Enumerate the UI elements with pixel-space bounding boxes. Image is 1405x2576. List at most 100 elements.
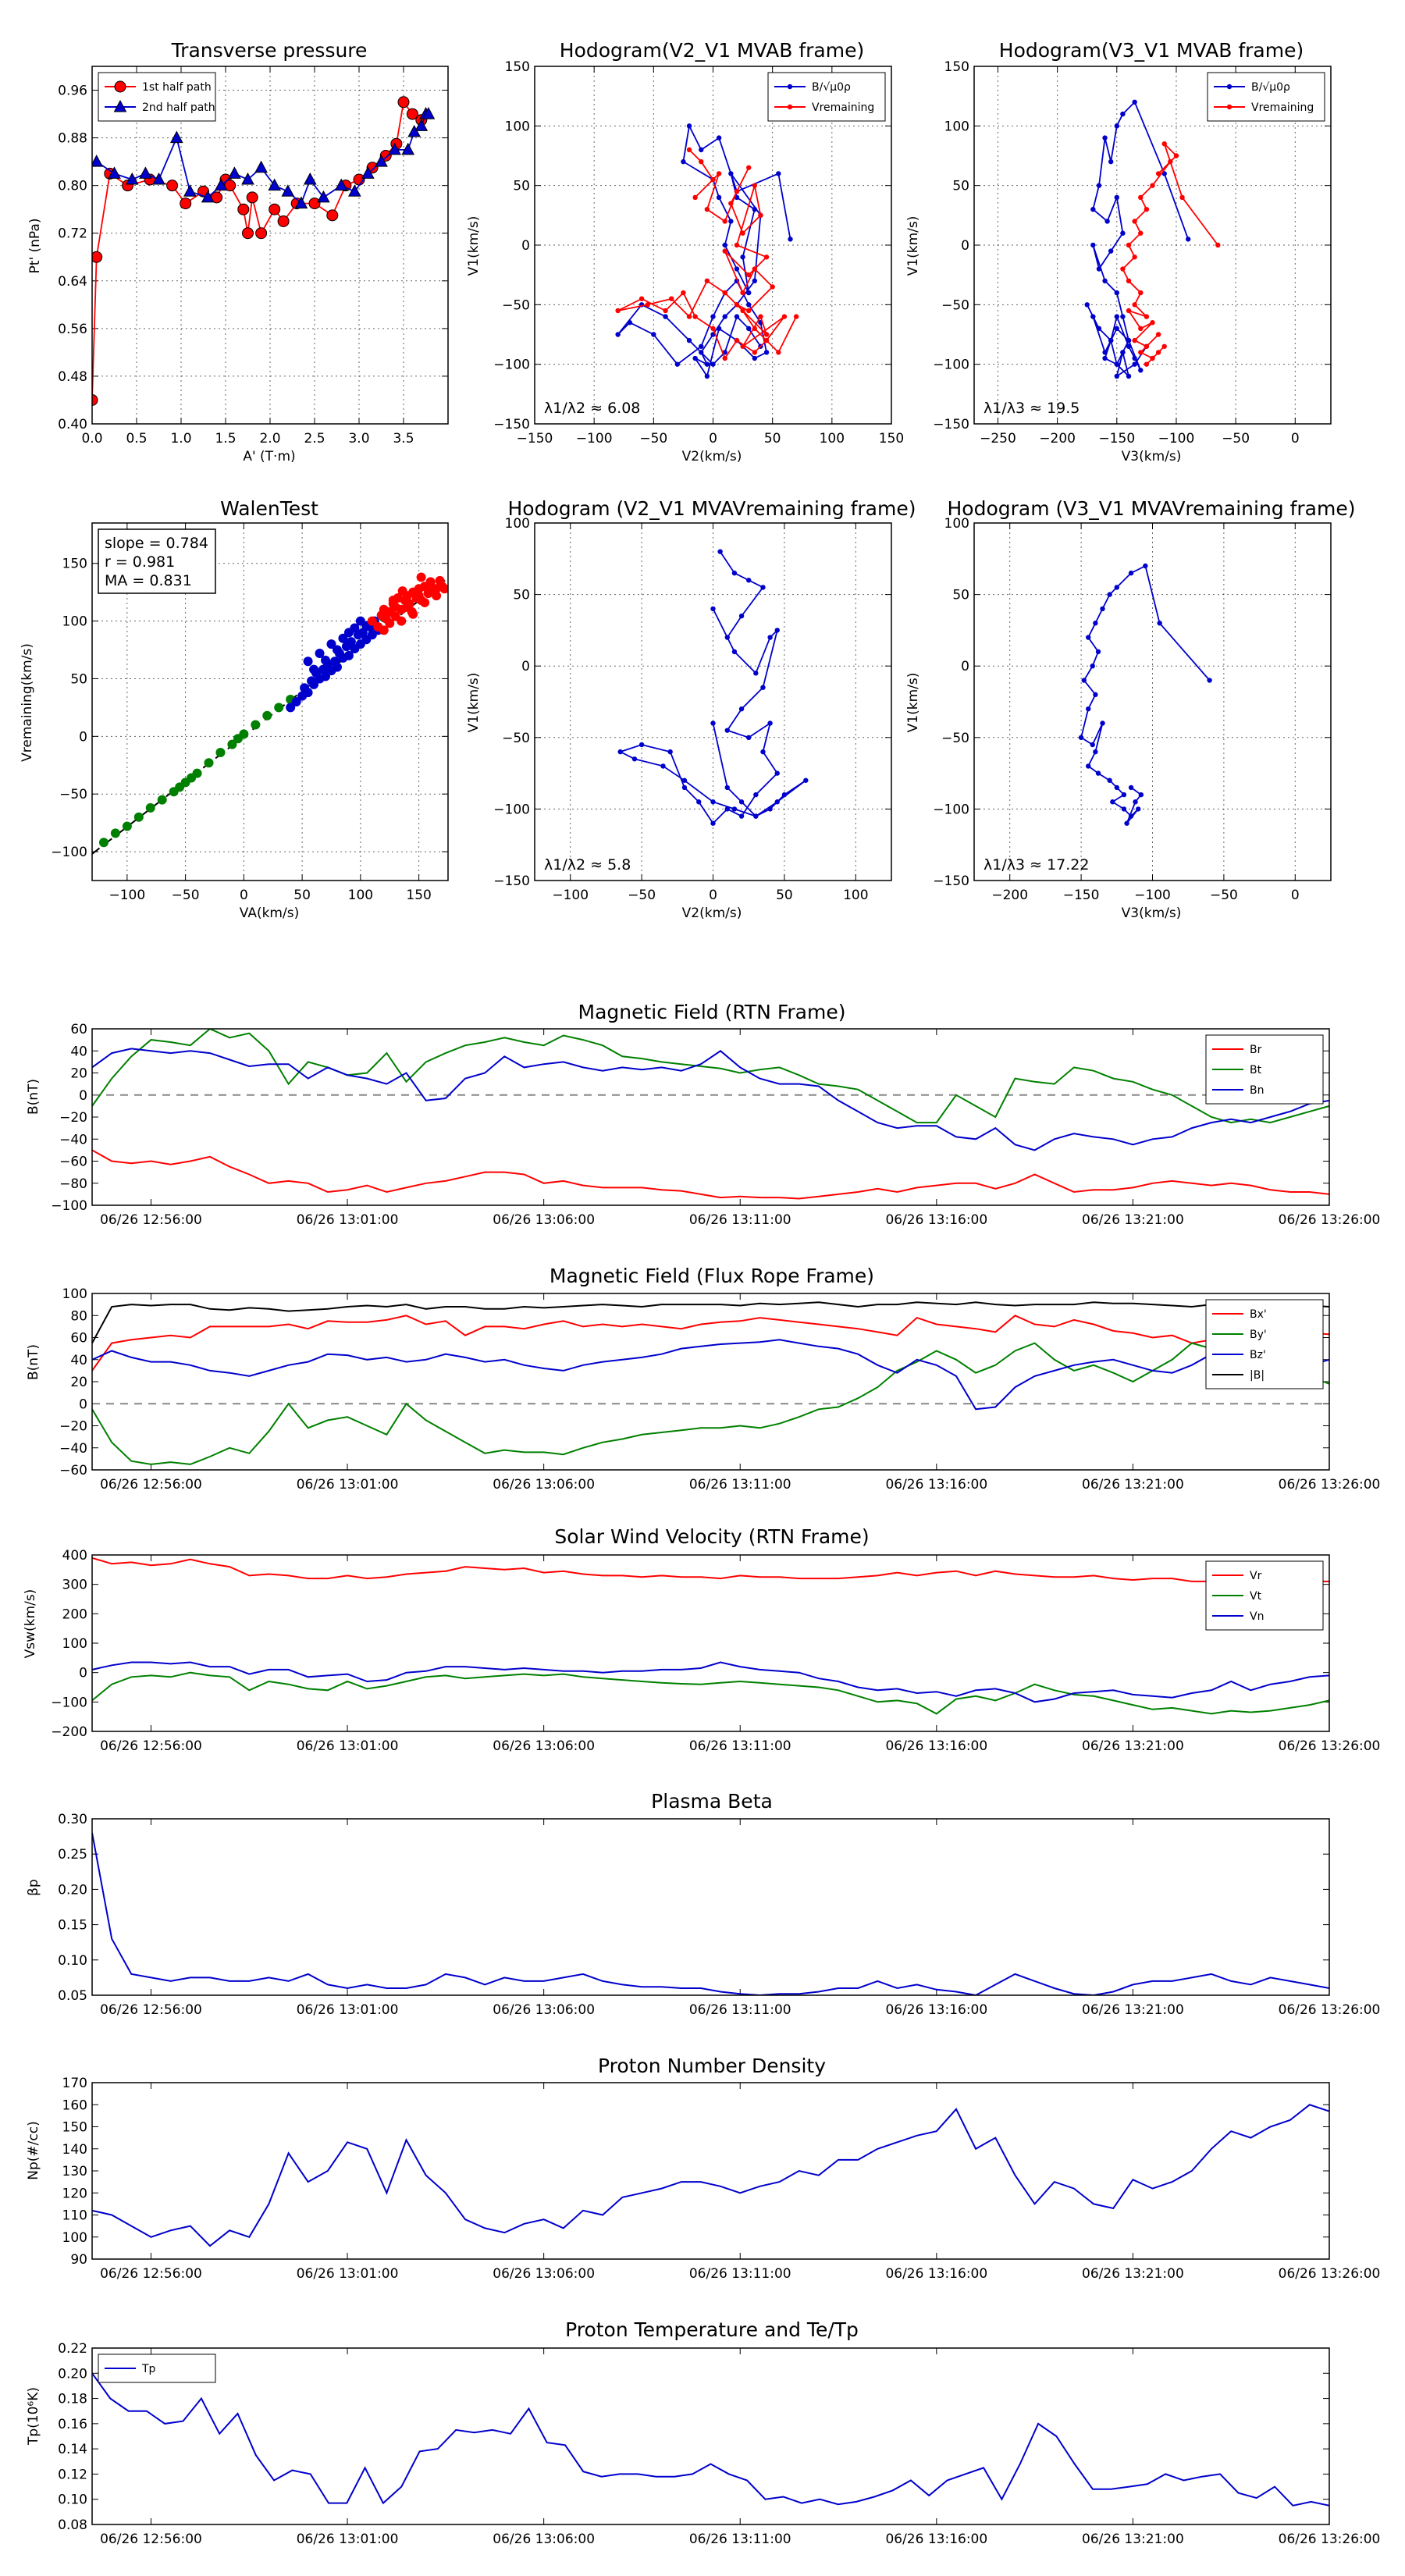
data-point xyxy=(1095,770,1101,776)
y-tick-label: 80 xyxy=(70,1308,87,1324)
data-point xyxy=(651,332,656,337)
data-marks xyxy=(92,1029,1329,1200)
data-point xyxy=(738,613,745,619)
data-point xyxy=(326,209,339,222)
data-point xyxy=(1155,350,1161,355)
x-tick-label: 06/26 13:01:00 xyxy=(297,2002,399,2018)
legend-label: Bz' xyxy=(1250,1349,1266,1361)
x-tick-label: 2.5 xyxy=(304,431,325,447)
data-point xyxy=(1150,320,1155,326)
title-walen-test: WalenTest xyxy=(220,497,318,520)
data-point xyxy=(631,756,638,762)
xlabel-transverse-pressure: A' (T·m) xyxy=(243,449,295,464)
data-point xyxy=(724,806,730,812)
y-tick-label: 0.88 xyxy=(58,131,87,147)
x-tick-label: 06/26 12:56:00 xyxy=(100,2266,202,2282)
data-point xyxy=(752,350,758,355)
data-point xyxy=(1090,242,1096,248)
title-hodogram-v3-v1-mvav: Hodogram (V3_V1 MVAVremaining frame) xyxy=(948,497,1356,520)
series-line-Bn xyxy=(92,1048,1329,1151)
scatter-point xyxy=(379,625,389,635)
x-tick-label: −200 xyxy=(991,888,1028,903)
data-point xyxy=(1114,785,1120,791)
data-point xyxy=(1143,563,1148,569)
x-tick-label: 06/26 13:06:00 xyxy=(493,2002,595,2018)
data-marks xyxy=(92,1557,1329,1715)
data-point xyxy=(710,176,716,183)
ylabel-magnetic-field-rtn: B(nT) xyxy=(26,1079,41,1115)
data-point xyxy=(294,196,308,209)
y-tick-label: 170 xyxy=(62,2076,87,2091)
data-point xyxy=(303,172,317,185)
y-tick-label: 0.20 xyxy=(58,2366,87,2382)
y-tick-label: −60 xyxy=(59,1155,87,1170)
data-marks xyxy=(92,2104,1329,2247)
data-point xyxy=(1168,158,1173,165)
data-point xyxy=(1108,248,1114,254)
title-hodogram-v2-v1-mvav: Hodogram (V2_V1 MVAVremaining frame) xyxy=(508,497,916,520)
data-point xyxy=(734,302,740,308)
scatter-point xyxy=(321,655,331,665)
data-point xyxy=(269,203,281,215)
data-point xyxy=(699,147,704,153)
data-point xyxy=(92,393,98,406)
series-line-Vn xyxy=(92,1661,1329,1703)
x-tick-label: 2.0 xyxy=(259,431,280,447)
data-point xyxy=(1102,135,1108,141)
x-tick-label: 150 xyxy=(879,431,904,447)
y-tick-label: −100 xyxy=(933,802,969,817)
data-point xyxy=(740,308,745,314)
scatter-point xyxy=(122,821,132,831)
y-tick-label: 0.96 xyxy=(58,84,87,99)
title-proton-density: Proton Number Density xyxy=(598,2055,826,2077)
x-tick-label: 3.5 xyxy=(393,431,414,447)
series-line-Bz' xyxy=(92,1339,1329,1411)
data-point xyxy=(152,172,165,185)
data-point xyxy=(1138,368,1144,373)
legend: Br Bt Bn xyxy=(1205,1034,1324,1105)
data-point xyxy=(793,314,799,319)
panel-transverse-pressure: Transverse pressure A' (T·m) Pt' (nPa) xyxy=(27,39,367,464)
legend-label: B/√μ0ρ xyxy=(812,81,851,94)
legend: B/√μ0ρ Vremaining xyxy=(767,72,886,122)
legend-label: Vremaining xyxy=(812,101,874,114)
x-tick-label: −100 xyxy=(576,431,613,447)
y-tick-label: −150 xyxy=(493,417,530,432)
legend-marker xyxy=(1226,104,1232,110)
y-tick-label: −50 xyxy=(941,297,969,313)
legend-box xyxy=(1205,1560,1324,1631)
data-point xyxy=(734,189,740,194)
data-point xyxy=(1090,742,1095,748)
panel-hodogram-v3-v1-mvab: Hodogram(V3_V1 MVAB frame) V3(km/s) V1(k… xyxy=(905,39,1304,464)
data-point xyxy=(704,207,710,212)
legend-box xyxy=(1207,72,1325,122)
data-point xyxy=(214,178,228,191)
x-tick-label: 06/26 13:11:00 xyxy=(689,2266,791,2282)
data-point xyxy=(760,749,766,755)
data-point xyxy=(1124,820,1129,826)
y-tick-label: −150 xyxy=(493,873,530,889)
ylabel-hodogram-v2-v1-mvab: V1(km/s) xyxy=(466,216,482,276)
data-point xyxy=(1132,302,1137,308)
y-tick-label: 0.08 xyxy=(58,2517,87,2533)
data-point xyxy=(699,350,704,355)
y-tick-label: 0.25 xyxy=(58,1847,87,1863)
data-point xyxy=(667,749,673,755)
x-tick-label: 06/26 13:16:00 xyxy=(885,2532,987,2547)
data-point xyxy=(746,308,752,314)
series-line-Np xyxy=(92,2104,1329,2247)
y-tick-label: 100 xyxy=(505,119,530,134)
y-tick-label: 40 xyxy=(70,1044,87,1059)
data-point xyxy=(1102,355,1108,361)
y-tick-label: 120 xyxy=(62,2186,87,2201)
data-point xyxy=(246,191,258,204)
x-tick-label: 06/26 13:26:00 xyxy=(1279,2266,1381,2282)
data-point xyxy=(1138,792,1144,798)
data-point xyxy=(758,212,763,219)
series-line-By' xyxy=(92,1342,1329,1465)
data-point xyxy=(1114,314,1120,319)
y-tick-label: 0 xyxy=(961,659,969,674)
scatter-point xyxy=(350,623,360,633)
y-tick-label: 20 xyxy=(70,1066,87,1082)
data-point xyxy=(760,685,766,690)
